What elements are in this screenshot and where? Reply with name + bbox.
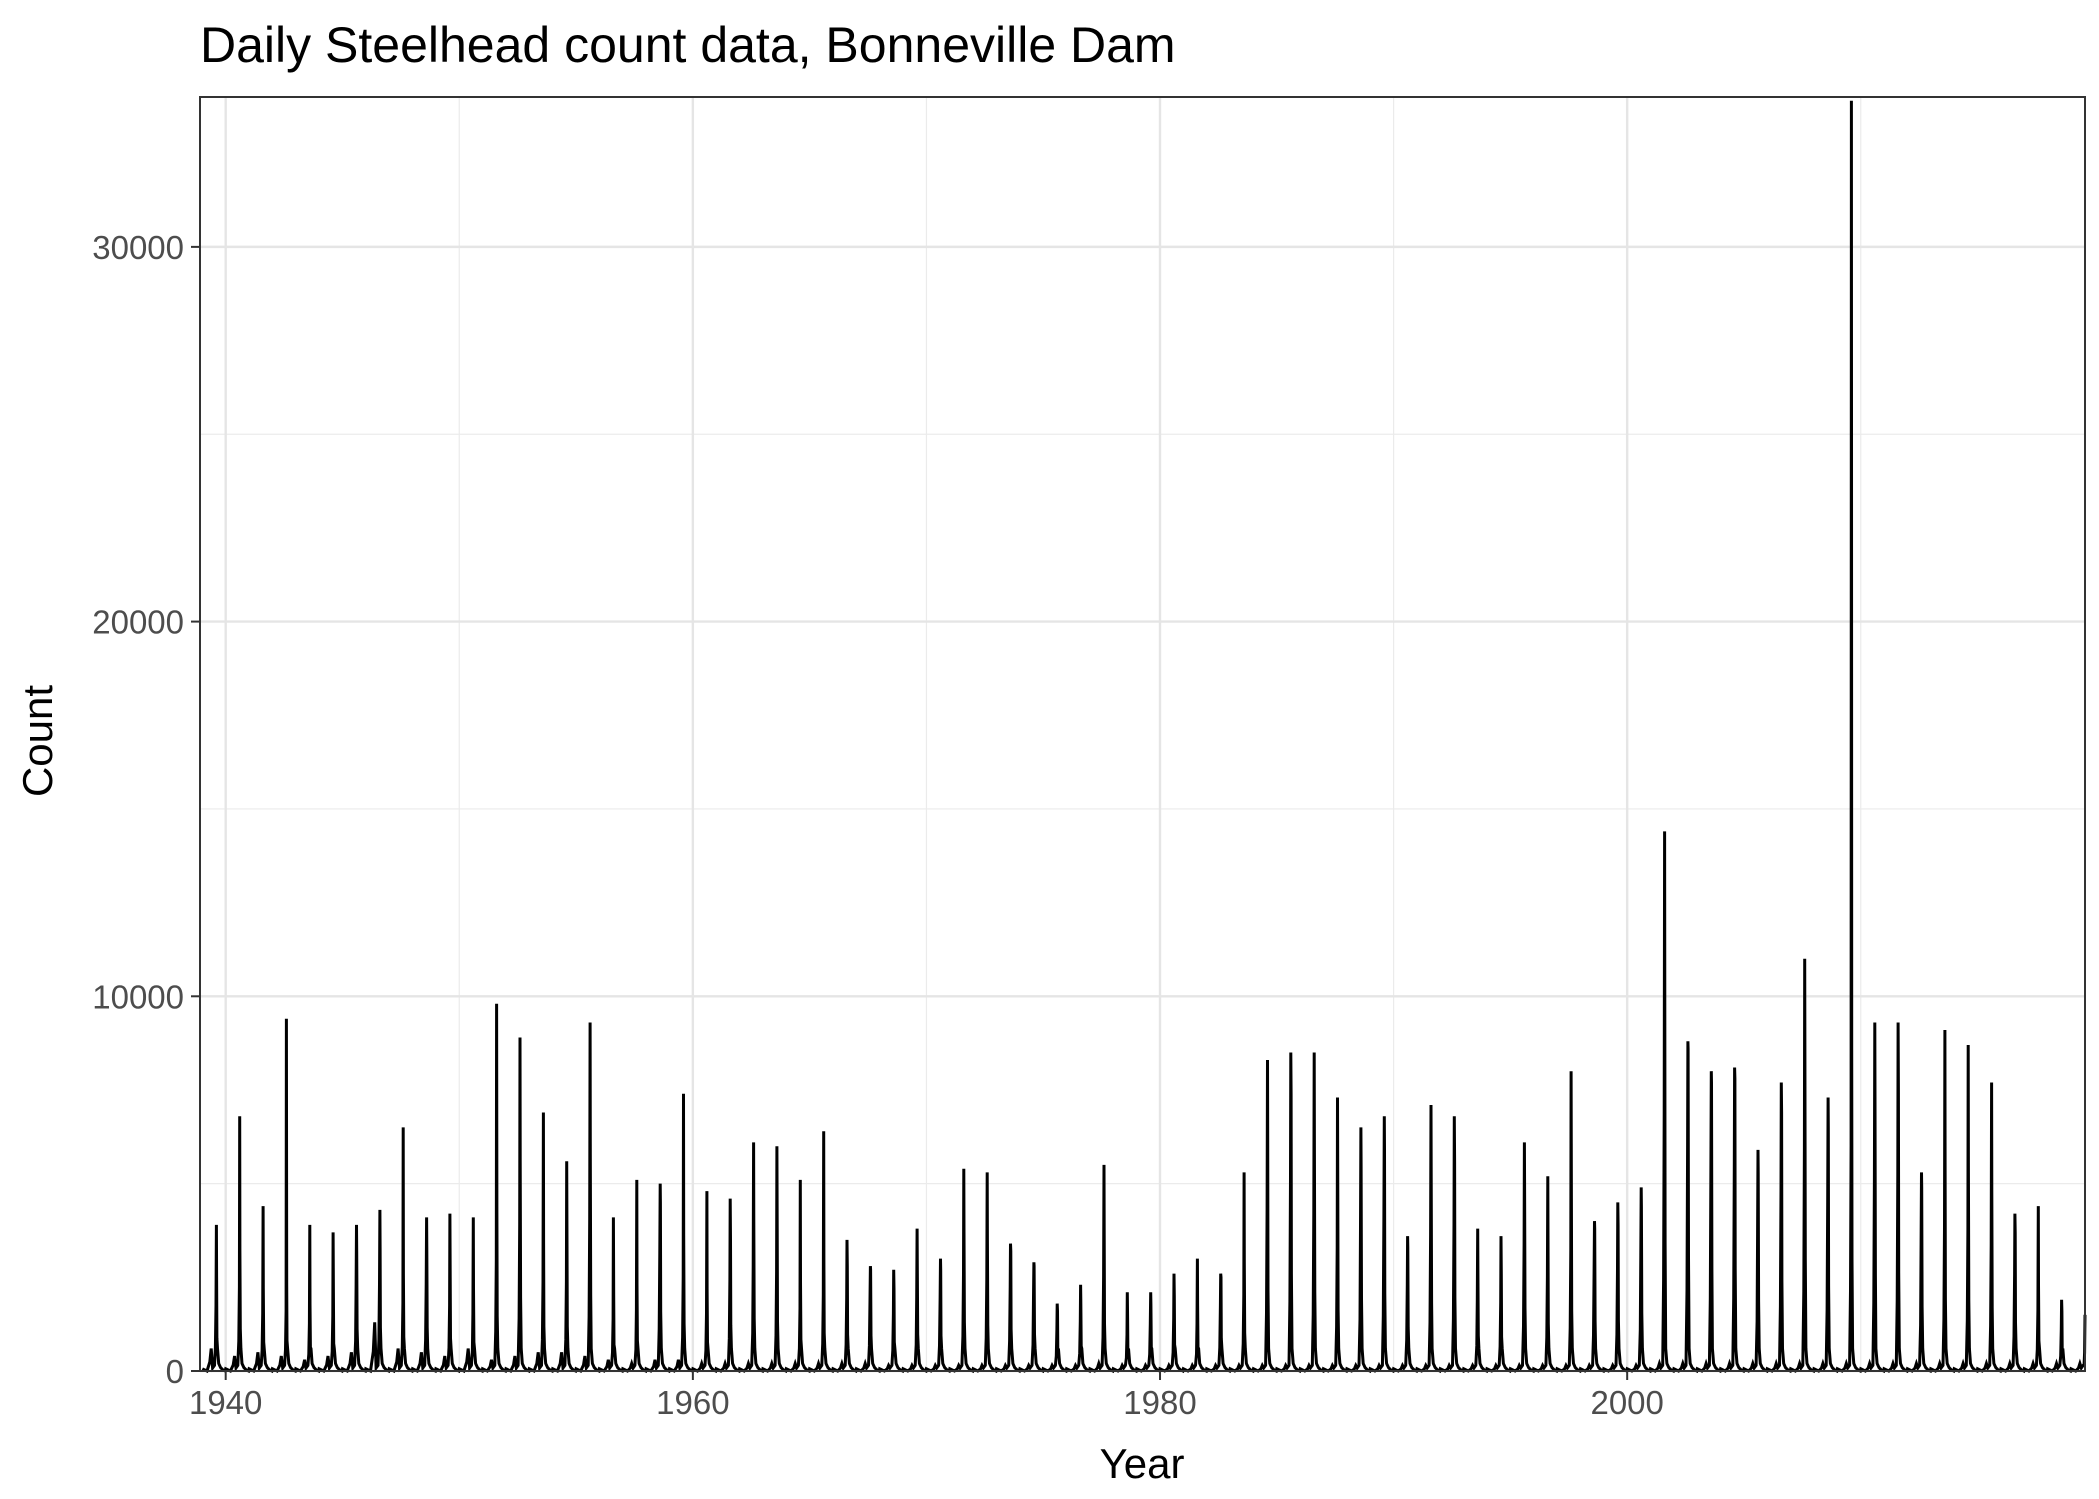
x-tick-label: 2000	[1590, 1384, 1663, 1421]
x-axis-title: Year	[1100, 1440, 1185, 1487]
y-axis-title: Count	[14, 685, 61, 797]
x-tick-label: 1980	[1123, 1384, 1196, 1421]
y-tick-label: 20000	[92, 604, 184, 641]
x-tick-label: 1940	[189, 1384, 262, 1421]
y-axis: 0 10000 20000 30000	[92, 229, 200, 1390]
x-tick-label: 1960	[656, 1384, 729, 1421]
grid-minor	[200, 97, 2085, 1371]
grid-major	[200, 97, 2085, 1373]
y-tick-label: 30000	[92, 229, 184, 266]
plot-border	[199, 96, 2086, 1372]
chart-title: Daily Steelhead count data, Bonneville D…	[200, 17, 1176, 73]
x-axis: 1940 1960 1980 2000	[189, 1371, 1664, 1421]
y-tick-label: 10000	[92, 978, 184, 1015]
plot-panel	[200, 97, 2085, 1371]
y-tick-label: 0	[166, 1353, 184, 1390]
